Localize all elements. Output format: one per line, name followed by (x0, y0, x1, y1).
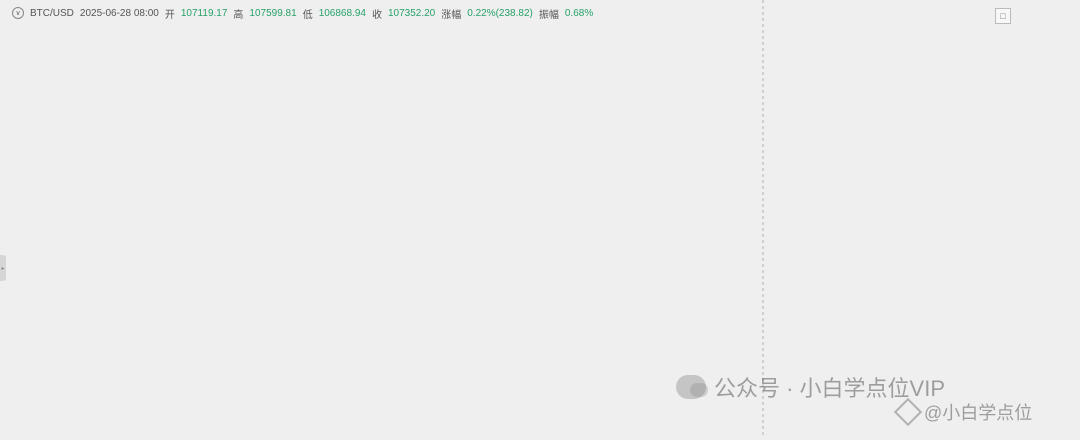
amplitude-value: 0.68% (564, 7, 594, 19)
watermark-handle: @小白学点位 (893, 397, 1033, 427)
collapse-chevron-icon[interactable]: ∨ (12, 7, 24, 19)
watermark-line2: @小白学点位 (924, 403, 1033, 423)
watermark-account: 公众号 · 小白学点位VIP (676, 371, 945, 403)
open-value: 107119.17 (180, 7, 228, 19)
fullscreen-button[interactable]: □ (995, 8, 1011, 24)
close-label: 收 (371, 9, 382, 21)
amplitude-label: 振幅 (538, 9, 559, 21)
low-label: 低 (302, 9, 313, 21)
high-label: 高 (233, 9, 244, 21)
watermark-line1: 公众号 · 小白学点位VIP (714, 376, 946, 401)
wechat-icon (676, 375, 708, 399)
close-value: 107352.20 (387, 7, 436, 19)
sidebar-toggle-handle[interactable]: ▸ (0, 255, 6, 281)
datetime-label: 2025-06-28 08:00 (79, 7, 159, 19)
change-label: 涨幅 (441, 9, 462, 21)
diamond-logo-icon (893, 397, 923, 427)
change-value: 0.22%(238.82) (467, 7, 533, 19)
open-label: 开 (164, 9, 175, 21)
high-value: 107599.81 (249, 7, 297, 19)
low-value: 106868.94 (318, 7, 366, 19)
symbol-label: BTC/USD (30, 7, 74, 19)
